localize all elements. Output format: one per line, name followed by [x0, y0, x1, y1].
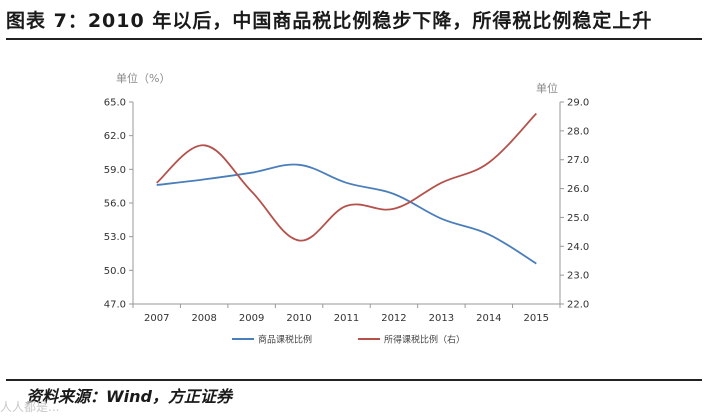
title-rule: [6, 38, 702, 40]
left-tick-label: 47.0: [104, 300, 126, 311]
x-tick-label: 2011: [334, 313, 359, 324]
right-tick-label: 23.0: [567, 271, 589, 282]
left-tick-label: 53.0: [104, 232, 126, 243]
right-tick-label: 25.0: [567, 213, 589, 224]
legend-label-1: 商品课税比例: [258, 334, 312, 346]
right-axis-unit: 单位: [536, 82, 558, 95]
source-rule: [6, 379, 702, 381]
chart-axes: [132, 102, 561, 305]
source-note: 资料来源：Wind，方正证券: [26, 387, 232, 406]
left-tick-label: 50.0: [104, 266, 126, 277]
right-tick-label: 28.0: [567, 126, 589, 137]
x-tick-label: 2015: [524, 313, 549, 324]
x-tick-label: 2010: [286, 313, 311, 324]
right-tick-label: 29.0: [567, 98, 589, 109]
x-tick-label: 2007: [144, 313, 169, 324]
left-tick-label: 62.0: [104, 131, 126, 142]
right-tick-label: 24.0: [567, 242, 589, 253]
series-lines: [156, 112, 537, 265]
legend-label-2: 所得课税比例（右）: [384, 334, 465, 346]
x-tick-label: 2014: [476, 313, 501, 324]
x-tick-label: 2008: [191, 313, 216, 324]
watermark: 人人都是...: [0, 400, 60, 414]
left-axis-ticks: 47.0 50.0 53.0 56.0 59.0 62.0 65.0: [104, 98, 133, 311]
series-line-2: [156, 112, 537, 242]
x-axis-ticks: 2007 2008 2009 2010 2011 2012 2013 2014 2015: [132, 304, 561, 324]
x-tick-label: 2012: [381, 313, 406, 324]
left-tick-label: 65.0: [104, 98, 126, 109]
right-tick-label: 27.0: [567, 155, 589, 166]
figure-title: 图表 7：2010 年以后，中国商品税比例稳步下降，所得税比例稳定上升: [6, 10, 653, 32]
left-tick-label: 59.0: [104, 165, 126, 176]
x-tick-label: 2013: [429, 313, 454, 324]
right-tick-label: 26.0: [567, 184, 589, 195]
legend: 商品课税比例 所得课税比例（右）: [232, 334, 465, 346]
right-axis-ticks: 22.0 23.0 24.0 25.0 26.0 27.0 28.0 29.0: [560, 98, 589, 311]
series-line-1: [156, 163, 537, 265]
left-tick-label: 56.0: [104, 199, 126, 210]
left-axis-unit: 单位（%）: [116, 72, 171, 85]
right-tick-label: 22.0: [567, 300, 589, 311]
x-tick-label: 2009: [239, 313, 264, 324]
